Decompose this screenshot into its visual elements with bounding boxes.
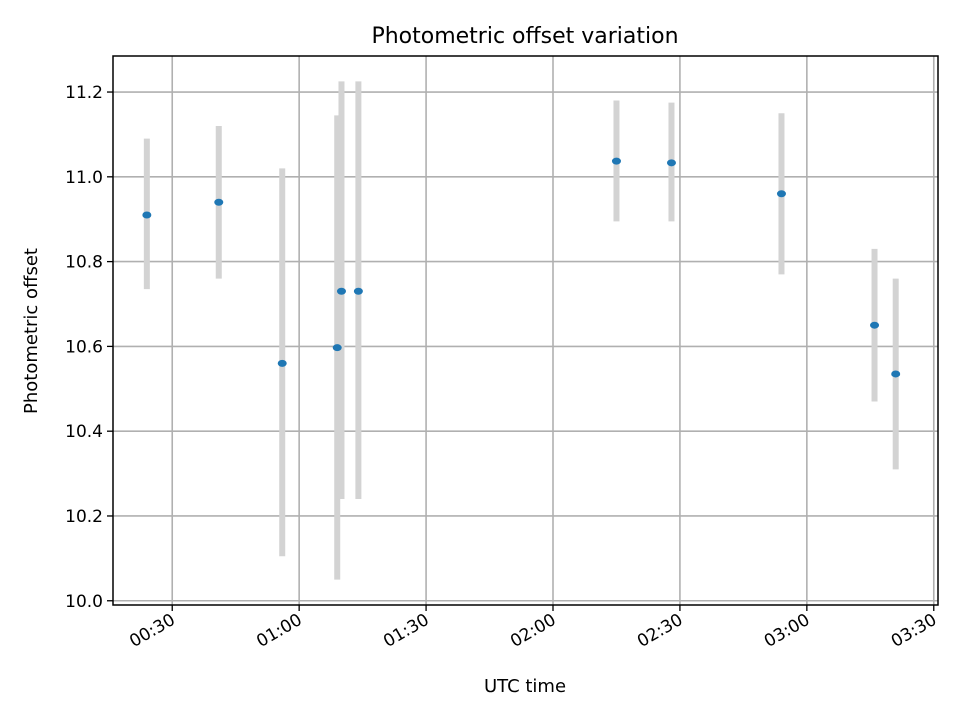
x-tick-label: 01:30 [380, 610, 432, 652]
grid-lines [113, 56, 938, 605]
data-point [776, 190, 786, 198]
x-tick-label: 02:00 [507, 610, 559, 652]
y-tick-label: 11.2 [65, 83, 103, 103]
error-bars [143, 81, 899, 580]
data-point [611, 157, 621, 165]
data-point [666, 159, 676, 167]
chart-title: Photometric offset variation [371, 24, 678, 49]
y-tick-label: 10.2 [65, 507, 103, 527]
data-point [142, 211, 152, 219]
x-tick-label: 03:30 [888, 610, 940, 652]
data-point [336, 287, 346, 295]
plot-frame [112, 55, 939, 606]
data-point [332, 344, 342, 352]
y-tick-label: 10.8 [65, 253, 103, 273]
data-point [214, 198, 224, 206]
data-point [277, 359, 287, 367]
y-tick-label: 10.0 [65, 592, 103, 612]
data-point [353, 287, 363, 295]
data-points [142, 157, 901, 378]
x-tick-label: 01:00 [253, 610, 305, 652]
y-tick-label: 10.4 [65, 422, 103, 442]
x-axis-label: UTC time [484, 676, 566, 697]
x-tick-label: 03:00 [761, 610, 813, 652]
axis-ticks: 10.0 10.2 10.4 10.6 10.8 11.0 11.2 00:30 01:00 01… [65, 83, 940, 652]
x-tick-label: 02:30 [634, 610, 686, 652]
y-tick-label: 10.6 [65, 337, 103, 357]
x-tick-label: 00:30 [126, 610, 178, 652]
y-tick-label: 11.0 [65, 168, 103, 188]
y-axis-label: Photometric offset [21, 248, 42, 414]
data-point [870, 321, 880, 329]
data-point [891, 370, 901, 378]
